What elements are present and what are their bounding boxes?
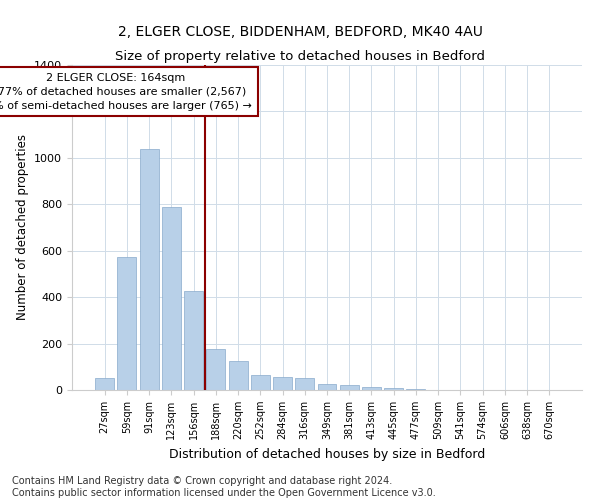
Bar [273, 377, 292, 390]
Bar [362, 386, 381, 390]
Bar [95, 378, 114, 390]
Bar [295, 378, 314, 390]
Text: 2, ELGER CLOSE, BIDDENHAM, BEDFORD, MK40 4AU: 2, ELGER CLOSE, BIDDENHAM, BEDFORD, MK40… [118, 25, 482, 39]
X-axis label: Distribution of detached houses by size in Bedford: Distribution of detached houses by size … [169, 448, 485, 460]
Bar [118, 256, 136, 390]
Bar [384, 388, 403, 390]
Bar [340, 386, 359, 390]
Text: Contains HM Land Registry data © Crown copyright and database right 2024.
Contai: Contains HM Land Registry data © Crown c… [12, 476, 436, 498]
Text: 2 ELGER CLOSE: 164sqm
← 77% of detached houses are smaller (2,567)
23% of semi-d: 2 ELGER CLOSE: 164sqm ← 77% of detached … [0, 72, 252, 110]
Y-axis label: Number of detached properties: Number of detached properties [16, 134, 29, 320]
Bar [162, 206, 181, 390]
Bar [184, 292, 203, 390]
Bar [317, 384, 337, 390]
Bar [251, 375, 270, 390]
Text: Size of property relative to detached houses in Bedford: Size of property relative to detached ho… [115, 50, 485, 63]
Bar [206, 348, 225, 390]
Bar [229, 361, 248, 390]
Bar [140, 148, 158, 390]
